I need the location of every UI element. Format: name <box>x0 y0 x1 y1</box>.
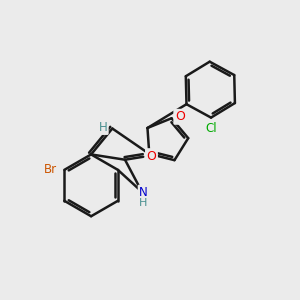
Text: H: H <box>139 198 148 208</box>
Text: O: O <box>175 110 185 123</box>
Text: O: O <box>146 150 156 163</box>
Text: N: N <box>139 186 148 199</box>
Text: Cl: Cl <box>206 122 217 135</box>
Text: Br: Br <box>44 164 57 176</box>
Text: H: H <box>98 121 107 134</box>
